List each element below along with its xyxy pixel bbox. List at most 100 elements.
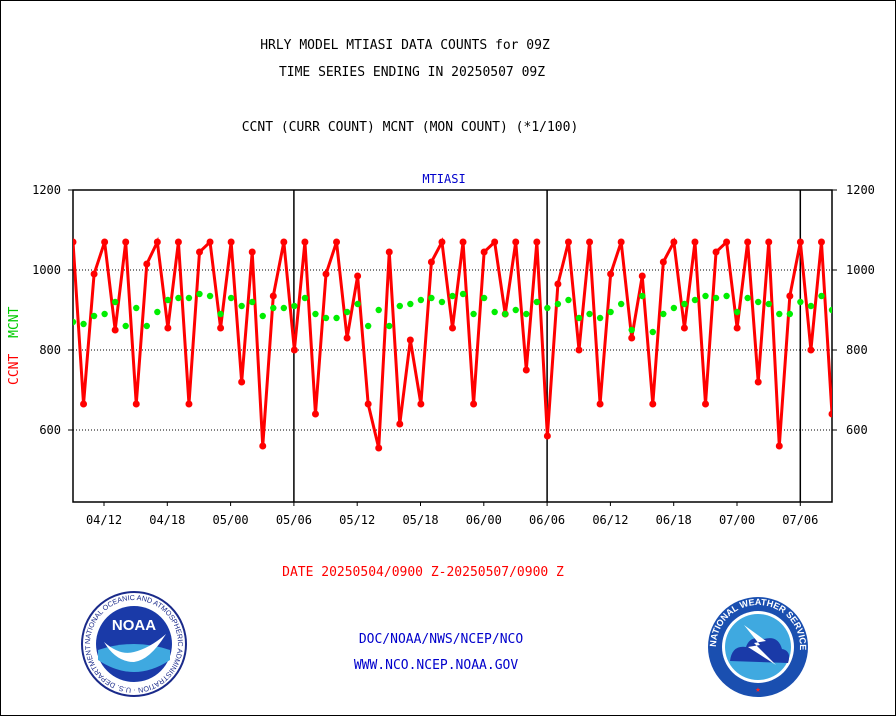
data-point-mcnt xyxy=(101,310,108,318)
data-point-mcnt xyxy=(523,310,530,318)
data-point-ccnt xyxy=(575,346,583,354)
data-point-ccnt xyxy=(470,400,478,408)
data-point-ccnt xyxy=(227,238,235,246)
data-point-ccnt xyxy=(543,432,551,440)
x-tick-label: 07/00 xyxy=(719,513,755,527)
data-point-mcnt xyxy=(807,302,815,310)
data-point-ccnt xyxy=(164,324,172,332)
data-point-mcnt xyxy=(660,310,667,318)
noaa-logo-text: NOAA xyxy=(112,617,156,634)
data-point-ccnt xyxy=(775,442,783,450)
data-point-ccnt xyxy=(80,400,88,408)
data-point-ccnt xyxy=(217,324,225,332)
data-point-mcnt xyxy=(80,320,87,328)
data-point-ccnt xyxy=(491,238,499,246)
data-point-mcnt xyxy=(280,304,288,312)
y-tick-label-right: 1200 xyxy=(846,183,875,197)
data-point-ccnt xyxy=(712,248,720,256)
plot-area xyxy=(72,189,833,503)
data-point-mcnt xyxy=(238,302,245,310)
data-point-mcnt xyxy=(639,292,646,300)
series-line-ccnt xyxy=(73,236,832,449)
data-point-mcnt xyxy=(786,310,794,318)
data-point-mcnt xyxy=(249,298,256,306)
data-point-mcnt xyxy=(122,322,129,330)
data-point-mcnt xyxy=(649,328,656,336)
series-ccnt xyxy=(73,236,832,452)
data-point-ccnt xyxy=(90,270,98,278)
data-point-ccnt xyxy=(322,270,330,278)
data-point-mcnt xyxy=(386,322,393,330)
data-point-mcnt xyxy=(565,296,572,304)
data-point-mcnt xyxy=(596,314,604,322)
data-point-ccnt xyxy=(754,378,762,386)
data-point-ccnt xyxy=(765,238,773,246)
date-range: DATE 20250504/0900 Z-20250507/0900 Z xyxy=(282,565,564,580)
data-point-ccnt xyxy=(269,292,277,300)
data-point-mcnt xyxy=(491,308,498,316)
data-point-mcnt xyxy=(312,310,319,318)
data-point-ccnt xyxy=(333,238,341,246)
data-point-ccnt xyxy=(480,248,488,256)
data-point-ccnt xyxy=(522,366,530,374)
data-point-ccnt xyxy=(111,326,119,334)
data-point-ccnt xyxy=(375,444,383,452)
data-point-mcnt xyxy=(322,314,330,322)
data-point-ccnt xyxy=(596,400,604,408)
data-point-ccnt xyxy=(723,238,731,246)
data-point-ccnt xyxy=(796,238,804,246)
data-point-mcnt xyxy=(502,310,509,318)
svg-text:★: ★ xyxy=(755,685,761,695)
data-point-mcnt xyxy=(459,290,467,298)
data-point-mcnt xyxy=(196,290,203,298)
data-point-ccnt xyxy=(807,346,815,354)
data-point-mcnt xyxy=(227,294,235,302)
data-point-mcnt xyxy=(164,296,172,304)
data-point-mcnt xyxy=(691,296,699,304)
data-point-ccnt xyxy=(564,238,572,246)
data-point-ccnt xyxy=(680,324,688,332)
data-point-ccnt xyxy=(554,280,562,288)
data-point-ccnt xyxy=(459,238,467,246)
panel-title: MTIASI xyxy=(422,172,466,186)
series-mcnt xyxy=(73,290,832,336)
data-point-ccnt xyxy=(828,410,832,418)
x-tick-label: 04/18 xyxy=(149,513,185,527)
data-point-ccnt xyxy=(417,400,425,408)
data-point-ccnt xyxy=(238,378,246,386)
data-point-mcnt xyxy=(586,310,593,318)
nws-logo: NATIONAL WEATHER SERVICE ★ xyxy=(708,597,808,697)
x-tick-label: 05/00 xyxy=(213,513,249,527)
data-point-ccnt xyxy=(280,238,288,246)
data-point-mcnt xyxy=(744,294,751,302)
data-point-mcnt xyxy=(90,312,98,320)
x-tick-label: 06/18 xyxy=(656,513,692,527)
data-point-mcnt xyxy=(333,314,340,322)
data-point-mcnt xyxy=(480,294,488,302)
data-point-mcnt xyxy=(828,306,832,314)
chart-title-line1: HRLY MODEL MTIASI DATA COUNTS for 09Z xyxy=(260,38,550,53)
x-tick-label: 06/12 xyxy=(592,513,628,527)
data-point-ccnt xyxy=(702,400,709,408)
data-point-mcnt xyxy=(291,302,298,310)
data-point-ccnt xyxy=(206,238,214,246)
data-point-ccnt xyxy=(744,238,752,246)
y-tick-label-left: 1200 xyxy=(32,183,61,197)
data-point-ccnt xyxy=(364,400,372,408)
data-point-mcnt xyxy=(617,300,625,308)
y-tick-label-right: 800 xyxy=(846,343,868,357)
data-point-ccnt xyxy=(638,272,646,280)
data-point-ccnt xyxy=(670,238,678,246)
data-point-mcnt xyxy=(512,306,519,314)
data-point-mcnt xyxy=(670,304,678,312)
data-point-mcnt xyxy=(175,294,182,302)
chart-title-line3: CCNT (CURR COUNT) MCNT (MON COUNT) (*1/1… xyxy=(241,120,579,135)
data-point-mcnt xyxy=(438,298,446,306)
data-point-ccnt xyxy=(406,336,414,344)
org-line: DOC/NOAA/NWS/NCEP/NCO xyxy=(358,632,524,647)
data-point-ccnt xyxy=(449,324,456,332)
data-point-ccnt xyxy=(132,400,140,408)
data-point-mcnt xyxy=(765,300,772,308)
data-point-ccnt xyxy=(248,248,256,256)
